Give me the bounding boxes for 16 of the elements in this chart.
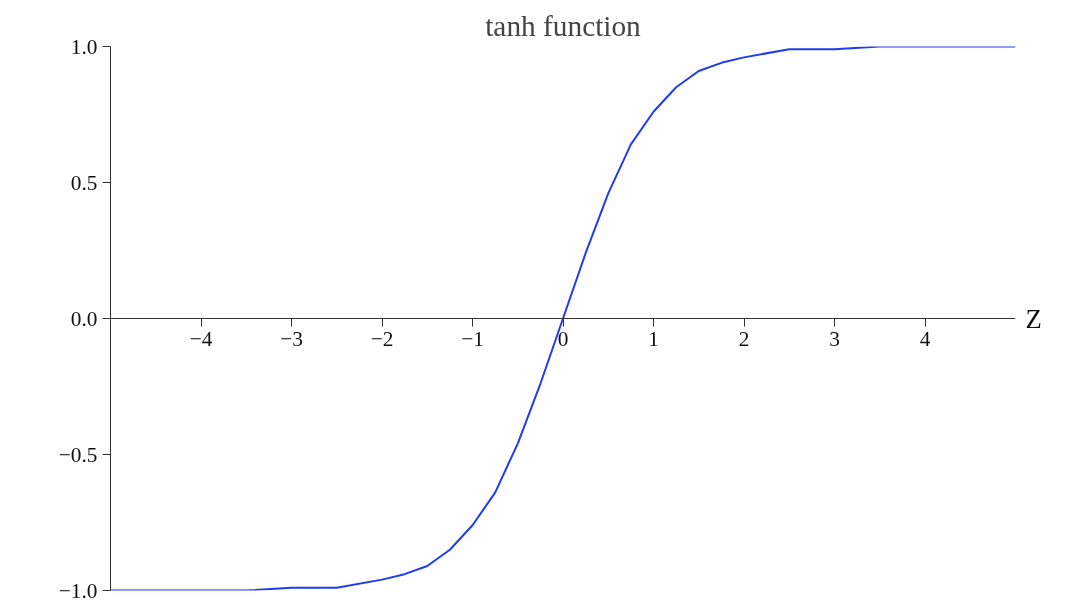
x-tick-label: 3 [829, 326, 840, 351]
x-tick-label: −4 [189, 326, 213, 351]
y-tick-label: −1.0 [58, 578, 98, 603]
x-tick-label: 4 [919, 326, 931, 351]
x-tick-label: 0 [557, 326, 569, 351]
x-tick-label: −3 [280, 326, 303, 351]
x-axis-title: Z [1025, 303, 1042, 334]
x-tick-label: 2 [738, 326, 750, 351]
y-tick-label: 0.0 [70, 306, 98, 331]
x-tick-label: 1 [648, 326, 659, 351]
y-tick-label: 0.5 [70, 170, 98, 195]
y-tick-label: 1.0 [70, 34, 98, 59]
chart-title: tanh function [485, 9, 642, 42]
x-tick-label: −1 [461, 326, 484, 351]
y-tick-label: −0.5 [58, 442, 98, 467]
x-tick-label: −2 [370, 326, 394, 351]
